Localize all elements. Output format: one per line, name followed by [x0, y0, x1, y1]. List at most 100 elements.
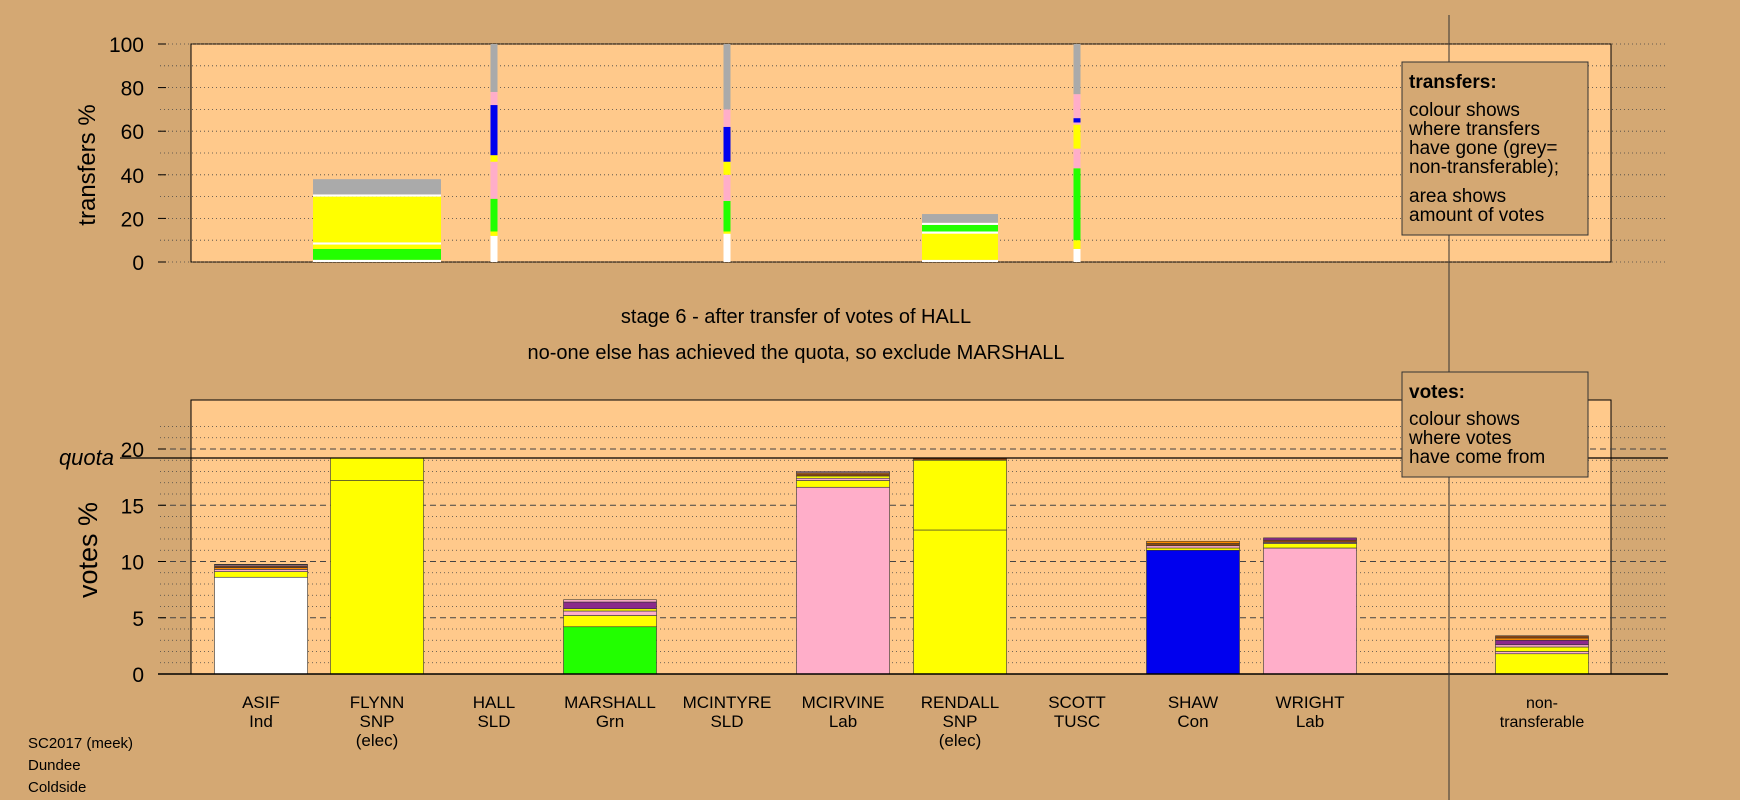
candidate-label: Grn	[596, 712, 624, 731]
transfer-segment-scott	[1073, 168, 1081, 241]
transfer-segment-flynn	[313, 196, 441, 243]
vote-segment-shaw	[1146, 549, 1240, 675]
candidate-label: TUSC	[1054, 712, 1100, 731]
candidate-label: MCINTYRE	[683, 693, 772, 712]
transfers-legend: transfers: colour shows where transfers …	[1401, 61, 1589, 236]
candidate-label: HALL	[473, 693, 516, 712]
transfer-segment-mcintyre	[723, 44, 731, 110]
candidate-label: (elec)	[939, 731, 982, 750]
transfer-segment-rendall	[922, 233, 998, 260]
transfer-segment-flynn	[313, 194, 441, 197]
transfer-segment-scott	[1073, 94, 1081, 119]
footer-line: Coldside	[28, 779, 86, 796]
transfer-segment-rendall	[922, 224, 998, 232]
candidate-label: (elec)	[356, 731, 399, 750]
transfer-segment-flynn	[313, 179, 441, 195]
transfer-segment-flynn	[313, 244, 441, 249]
transfer-segment-scott	[1073, 122, 1081, 125]
transfer-segment-hall	[490, 105, 498, 156]
candidate-label: Lab	[1296, 712, 1324, 731]
vote-segment-marshall	[563, 626, 657, 675]
transfers-legend-line: colour shows	[1409, 100, 1520, 121]
candidate-label: SLD	[710, 712, 743, 731]
transfer-segment-rendall	[922, 214, 998, 223]
votes-legend-line: have come from	[1409, 447, 1545, 468]
votes-tick-label: 20	[121, 439, 144, 462]
vote-segment-wright	[1263, 543, 1357, 549]
vote-segment-flynn	[330, 480, 424, 675]
vote-segment-marshall	[563, 610, 657, 616]
transfer-segment-mcintyre	[723, 109, 731, 127]
vote-segment-marshall	[563, 601, 657, 610]
votes-ylabel: votes %	[73, 502, 103, 598]
transfers-tick-label: 80	[121, 78, 144, 101]
transfers-tick-label: 100	[109, 34, 144, 57]
candidate-label: FLYNN	[350, 693, 404, 712]
vote-segment-shaw	[1146, 547, 1240, 551]
transfer-segment-mcintyre	[723, 231, 731, 234]
vote-segment-non-transferable	[1495, 644, 1589, 648]
vote-segment-rendall	[913, 459, 1007, 531]
transfers-legend-line: non-transferable);	[1409, 157, 1559, 178]
votes-tick-label: 15	[121, 495, 144, 518]
vote-segment-non-transferable	[1495, 646, 1589, 652]
vote-segment-rendall	[913, 529, 1007, 675]
transfer-segment-mcintyre	[723, 161, 731, 175]
transfer-segment-hall	[490, 235, 498, 262]
transfer-segment-scott	[1073, 240, 1081, 249]
candidate-label: ASIF	[242, 693, 280, 712]
vote-segment-flynn	[330, 457, 424, 481]
votes-plot-area	[190, 399, 1612, 675]
transfer-segment-mcintyre	[723, 174, 731, 201]
vote-segment-shaw	[1146, 543, 1240, 547]
transfer-segment-mcintyre	[723, 233, 731, 262]
transfers-legend-line: where transfers	[1408, 119, 1540, 140]
candidate-labels: ASIFIndFLYNNSNP(elec)HALLSLDMARSHALLGrnM…	[242, 693, 1584, 750]
transfers-legend-heading: transfers:	[1409, 72, 1497, 93]
vote-segment-non-transferable	[1495, 639, 1589, 646]
transfer-segment-scott	[1073, 118, 1081, 123]
transfers-legend-line: have gone (grey=	[1409, 138, 1557, 159]
transfer-segment-scott	[1073, 124, 1081, 149]
candidate-label: Con	[1177, 712, 1208, 731]
vote-segment-mcirvine	[796, 473, 890, 477]
transfer-segment-rendall	[922, 231, 998, 234]
vote-segment-non-transferable	[1495, 653, 1589, 675]
vote-segment-mcirvine	[796, 480, 890, 488]
transfers-ylabel: transfers %	[74, 104, 101, 225]
vote-segment-shaw	[1146, 540, 1240, 544]
vote-segment-marshall	[563, 608, 657, 612]
candidate-label: transferable	[1500, 714, 1585, 731]
transfers-legend-line: area shows	[1409, 186, 1506, 207]
transfers-tick-label: 40	[121, 165, 144, 188]
vote-segment-wright	[1263, 547, 1357, 675]
quota-label: quota	[59, 445, 114, 470]
candidate-label: SCOTT	[1048, 693, 1106, 712]
candidate-label: RENDALL	[921, 693, 999, 712]
transfer-segment-mcintyre	[723, 200, 731, 232]
transfer-segment-scott	[1073, 44, 1081, 95]
transfers-legend-line: amount of votes	[1409, 205, 1544, 226]
transfer-segment-hall	[490, 231, 498, 236]
transfer-segment-hall	[490, 91, 498, 106]
votes-tick-label: 5	[132, 608, 144, 631]
footer-line: Dundee	[28, 757, 81, 774]
stage-title: stage 6 - after transfer of votes of HAL…	[621, 306, 971, 328]
footer-line: SC2017 (meek)	[28, 735, 133, 752]
transfers-tick-label: 60	[121, 121, 144, 144]
vote-segment-marshall	[563, 599, 657, 603]
transfers-tick-label: 20	[121, 208, 144, 231]
vote-segment-non-transferable	[1495, 651, 1589, 655]
vote-segment-mcirvine	[796, 477, 890, 481]
votes-legend-line: where votes	[1408, 428, 1511, 449]
transfers-bars	[313, 44, 1081, 262]
transfer-segment-hall	[490, 44, 498, 92]
votes-legend: votes: colour shows where votes have com…	[1401, 371, 1589, 478]
vote-segment-asif	[214, 571, 308, 578]
transfer-segment-hall	[490, 161, 498, 199]
vote-segment-wright	[1263, 539, 1357, 543]
transfer-segment-scott	[1073, 148, 1081, 169]
vote-segment-asif	[214, 576, 308, 675]
